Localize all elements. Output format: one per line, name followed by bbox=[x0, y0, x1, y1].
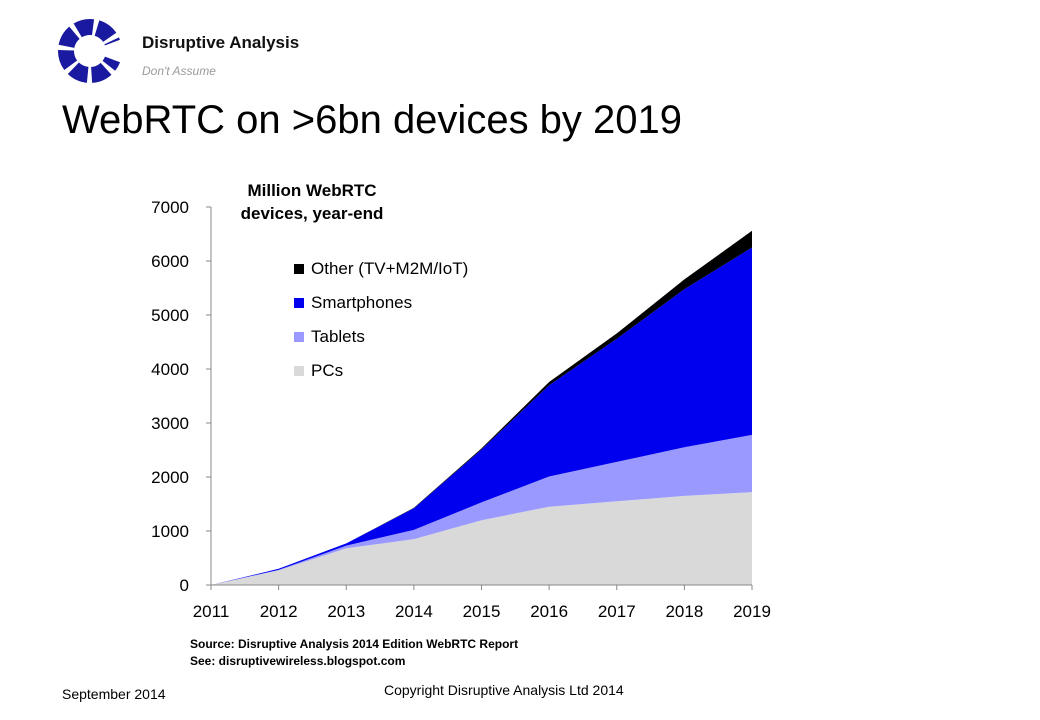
chart-title: Million WebRTC bbox=[247, 181, 376, 200]
x-tick-label: 2011 bbox=[193, 602, 230, 621]
y-tick-label: 3000 bbox=[151, 414, 189, 433]
source-line: Source: Disruptive Analysis 2014 Edition… bbox=[190, 637, 519, 651]
legend-label-smartphones: Smartphones bbox=[311, 293, 412, 312]
brand-name: Disruptive Analysis bbox=[142, 33, 300, 52]
brand-tagline: Don't Assume bbox=[142, 64, 216, 78]
y-tick-label: 4000 bbox=[151, 360, 189, 379]
source-link: See: disruptivewireless.blogspot.com bbox=[190, 654, 406, 668]
x-tick-label: 2016 bbox=[530, 602, 568, 621]
legend-swatch-pcs bbox=[294, 366, 304, 376]
area-tablets bbox=[211, 434, 752, 585]
legend-label-tablets: Tablets bbox=[311, 327, 365, 346]
y-tick-label: 1000 bbox=[151, 522, 189, 541]
area-smartphones bbox=[211, 247, 752, 585]
x-tick-label: 2019 bbox=[733, 602, 771, 621]
x-tick-label: 2018 bbox=[665, 602, 703, 621]
x-tick-label: 2017 bbox=[598, 602, 636, 621]
source-note: Source: Disruptive Analysis 2014 Edition… bbox=[190, 636, 518, 670]
y-tick-label: 2000 bbox=[151, 468, 189, 487]
chart-title: devices, year-end bbox=[241, 204, 384, 223]
x-tick-label: 2015 bbox=[463, 602, 501, 621]
y-tick-label: 5000 bbox=[151, 306, 189, 325]
legend-swatch-smartphones bbox=[294, 298, 304, 308]
x-tick-label: 2013 bbox=[327, 602, 365, 621]
slide-date: September 2014 bbox=[62, 686, 166, 702]
legend-swatch-other-tv-m2m-iot bbox=[294, 264, 304, 274]
x-tick-label: 2012 bbox=[260, 602, 298, 621]
legend-swatch-tablets bbox=[294, 332, 304, 342]
x-tick-label: 2014 bbox=[395, 602, 433, 621]
y-tick-label: 6000 bbox=[151, 252, 189, 271]
copyright: Copyright Disruptive Analysis Ltd 2014 bbox=[384, 682, 624, 698]
slide-title: WebRTC on >6bn devices by 2019 bbox=[62, 98, 683, 142]
disruptive-analysis-logo bbox=[58, 19, 130, 83]
legend-label-pcs: PCs bbox=[311, 361, 343, 380]
legend-label-other-tv-m2m-iot: Other (TV+M2M/IoT) bbox=[311, 259, 468, 278]
y-tick-label: 0 bbox=[180, 576, 189, 595]
y-tick-label: 7000 bbox=[151, 198, 189, 217]
area-pcs bbox=[211, 492, 752, 585]
